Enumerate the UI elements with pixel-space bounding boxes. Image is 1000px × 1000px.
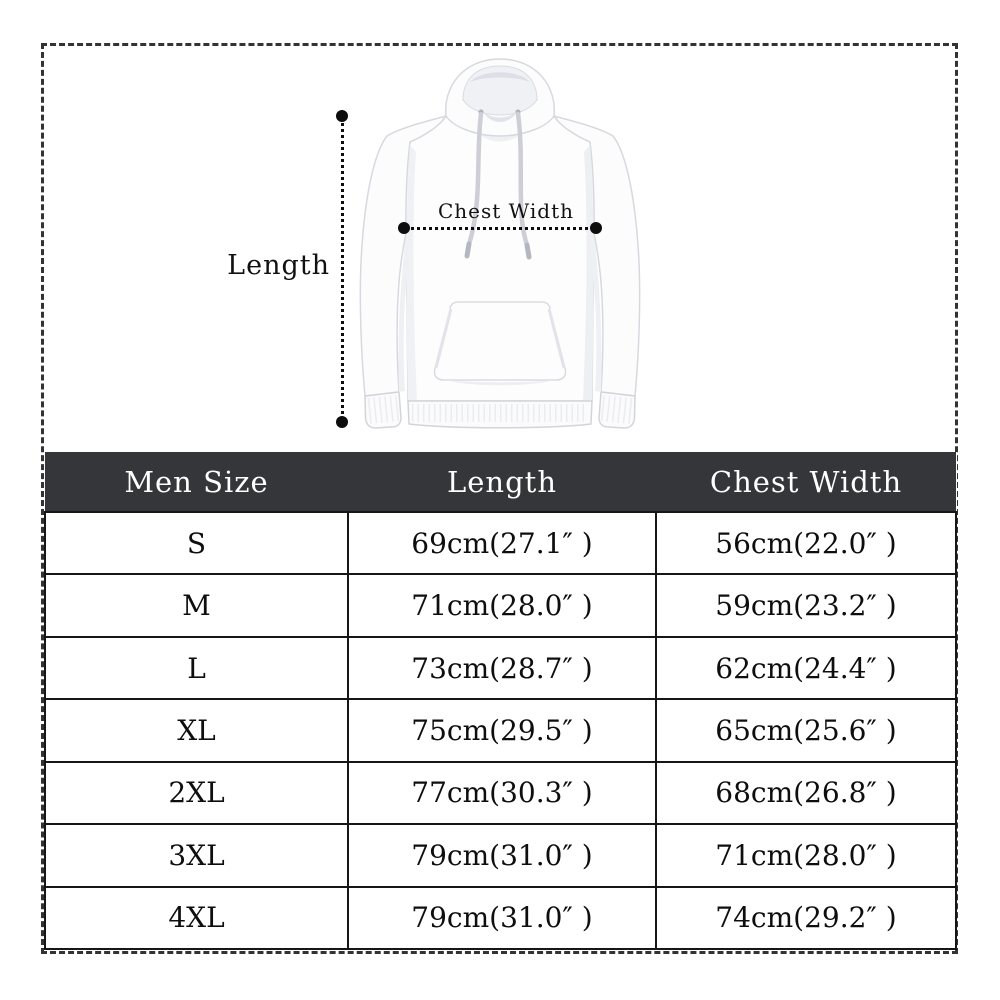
chest-width-measure-line (404, 227, 596, 230)
hoodie-shading (398, 122, 602, 400)
length-measure-line (341, 116, 344, 422)
hoodie-pocket (433, 301, 567, 386)
table-header-row: Men Size Length Chest Width (45, 452, 956, 512)
table-row: M 71cm(28.0″ ) 59cm(23.2″ ) (44, 573, 957, 638)
table-row: XL 75cm(29.5″ ) 65cm(25.6″ ) (44, 698, 957, 763)
size-cell: 2XL (44, 760, 349, 826)
table-row: 4XL 79cm(31.0″ ) 74cm(29.2″ ) (44, 885, 957, 951)
chest-line-right-dot (590, 222, 602, 234)
hoodie-measurement-diagram: Length Chest Width (0, 0, 1000, 452)
chest-width-label: Chest Width (438, 199, 574, 223)
hoodie-cuffs (364, 391, 636, 429)
col-header-chest-width: Chest Width (656, 452, 956, 512)
col-header-length: Length (348, 452, 656, 512)
length-cell: 77cm(30.3″ ) (347, 760, 657, 826)
table-row: S 69cm(27.1″ ) 56cm(22.0″ ) (44, 510, 957, 576)
hoodie-image (359, 58, 641, 429)
length-cell: 71cm(28.0″ ) (347, 573, 657, 638)
chest-cell: 56cm(22.0″ ) (655, 510, 957, 576)
chest-cell: 65cm(25.6″ ) (655, 698, 957, 763)
length-line-bottom-dot (336, 416, 348, 428)
table-row: 2XL 77cm(30.3″ ) 68cm(26.8″ ) (44, 760, 957, 826)
chest-cell: 62cm(24.4″ ) (655, 635, 957, 701)
size-table: Men Size Length Chest Width S 69cm(27.1″… (44, 452, 957, 951)
hoodie-drawstrings (464, 109, 532, 260)
col-header-men-size: Men Size (45, 452, 348, 512)
size-cell: L (44, 635, 349, 701)
chest-cell: 59cm(23.2″ ) (655, 573, 957, 638)
size-cell: M (44, 573, 349, 638)
length-cell: 69cm(27.1″ ) (347, 510, 657, 576)
size-cell: 4XL (44, 885, 349, 951)
length-cell: 79cm(31.0″ ) (347, 823, 657, 888)
length-label: Length (227, 250, 330, 281)
size-cell: XL (44, 698, 349, 763)
length-cell: 79cm(31.0″ ) (347, 885, 657, 951)
length-cell: 75cm(29.5″ ) (347, 698, 657, 763)
hoodie-hem (407, 400, 593, 429)
chest-cell: 71cm(28.0″ ) (655, 823, 957, 888)
table-row: 3XL 79cm(31.0″ ) 71cm(28.0″ ) (44, 823, 957, 888)
size-cell: 3XL (44, 823, 349, 888)
chest-cell: 68cm(26.8″ ) (655, 760, 957, 826)
length-cell: 73cm(28.7″ ) (347, 635, 657, 701)
size-cell: S (44, 510, 349, 576)
table-row: L 73cm(28.7″ ) 62cm(24.4″ ) (44, 635, 957, 701)
chest-cell: 74cm(29.2″ ) (655, 885, 957, 951)
hoodie-hood (445, 58, 555, 137)
